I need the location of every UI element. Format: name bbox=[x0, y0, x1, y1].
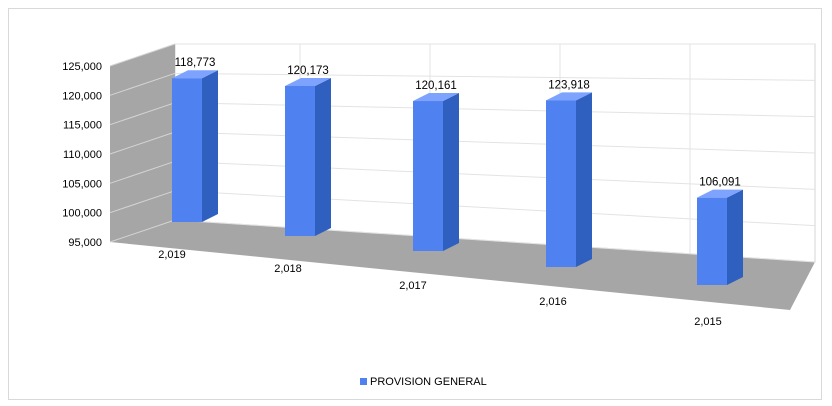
floor bbox=[110, 220, 815, 310]
y-tick-label: 115,000 bbox=[63, 120, 102, 132]
bar-2,019 bbox=[172, 70, 218, 223]
bar-2,017 bbox=[413, 93, 459, 252]
gridline bbox=[174, 160, 816, 190]
y-tick-label: 100,000 bbox=[62, 208, 102, 220]
gridline-side bbox=[109, 131, 176, 155]
data-label: 118,773 bbox=[175, 57, 216, 69]
data-label: 120,173 bbox=[287, 65, 329, 77]
bar-2,015 bbox=[697, 189, 743, 285]
gridline-side bbox=[109, 160, 176, 184]
bars bbox=[172, 70, 743, 285]
data-label: 106,091 bbox=[699, 177, 741, 189]
legend-swatch bbox=[360, 378, 367, 385]
data-label: 123,918 bbox=[548, 79, 590, 91]
bar-top bbox=[285, 77, 331, 86]
gridline bbox=[174, 131, 816, 154]
legend-label: PROVISION GENERAL bbox=[370, 376, 487, 388]
bar-top bbox=[697, 189, 743, 198]
gridline bbox=[174, 102, 816, 118]
bar-2,018 bbox=[285, 77, 331, 236]
y-axis-ticks: 125,000 120,000 115,000 110,000 105,000 100,0… bbox=[62, 61, 102, 249]
y-tick-label: 120,000 bbox=[62, 90, 102, 102]
gridline bbox=[174, 72, 816, 81]
bar-front bbox=[697, 197, 727, 285]
x-tick-label: 2,017 bbox=[399, 280, 427, 292]
bar-top bbox=[546, 92, 592, 101]
y-tick-label: 105,000 bbox=[62, 178, 102, 190]
x-tick-label: 2,018 bbox=[274, 263, 302, 275]
x-tick-label: 2,016 bbox=[539, 296, 567, 308]
x-axis-ticks: 2,019 2,018 2,017 2,016 2,015 bbox=[158, 249, 722, 328]
bar-side bbox=[576, 92, 592, 267]
gridline-side bbox=[109, 102, 176, 126]
x-tick-label: 2,019 bbox=[158, 249, 186, 261]
y-tick-label: 95,000 bbox=[68, 237, 102, 249]
gridline-side bbox=[109, 43, 176, 67]
y-tick-label: 110,000 bbox=[63, 149, 102, 161]
bar-front bbox=[172, 78, 202, 223]
x-tick-label: 2,015 bbox=[694, 316, 722, 328]
bar-front bbox=[285, 85, 315, 236]
data-labels: 118,773 120,173 120,161 123,918 106,091 bbox=[175, 57, 741, 188]
y-tick-label: 125,000 bbox=[62, 61, 102, 73]
bar-2,016 bbox=[546, 92, 592, 267]
gridline-side bbox=[109, 190, 176, 214]
bar-side bbox=[443, 93, 459, 252]
gridline-side bbox=[109, 219, 176, 243]
legend: PROVISION GENERAL bbox=[360, 376, 487, 388]
bar-side bbox=[202, 70, 218, 223]
bar-side bbox=[315, 77, 331, 236]
bar-front bbox=[546, 100, 576, 267]
bar-top bbox=[413, 93, 459, 102]
bar-top bbox=[172, 70, 218, 79]
bar-front bbox=[413, 101, 443, 252]
bar-side bbox=[727, 189, 743, 285]
gridline-side bbox=[109, 72, 176, 96]
data-label: 120,161 bbox=[415, 80, 457, 92]
